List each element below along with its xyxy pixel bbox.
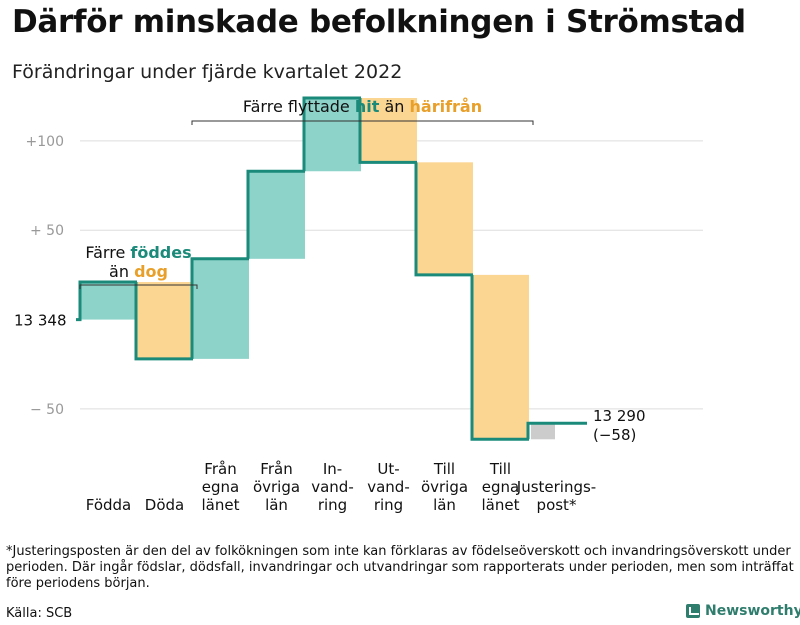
start-value-label: 13 348 — [14, 312, 67, 330]
gridlines — [80, 140, 703, 410]
annotation-text-span: hit — [355, 97, 380, 116]
category-label: Från — [204, 460, 236, 478]
waterfall-bar — [80, 282, 137, 320]
footnote: *Justeringsposten är den del av folkökni… — [6, 544, 794, 591]
running-total-line — [76, 96, 587, 441]
annotation-text-span: dog — [134, 262, 168, 281]
category-label: övriga — [253, 478, 300, 496]
category-label: Till — [433, 460, 455, 478]
category-label: post* — [537, 496, 577, 514]
waterfall-bar — [192, 258, 249, 359]
category-label: län — [433, 496, 456, 514]
category-label: Justerings- — [516, 478, 596, 496]
waterfall-bar — [416, 162, 473, 275]
end-change-label: (−58) — [593, 426, 636, 444]
waterfall-bar — [248, 171, 305, 259]
chart-title: Därför minskade befolkningen i Strömstad — [12, 4, 746, 40]
newsworthy-logo[interactable]: Newsworthy — [686, 603, 800, 619]
category-label: Ut- — [377, 460, 399, 478]
annotation-bracket — [79, 284, 198, 289]
waterfall-bar — [304, 98, 361, 172]
y-tick-label: − 50 — [30, 402, 64, 418]
annotation-text-span: föddes — [130, 243, 191, 262]
y-tick-label: +100 — [26, 134, 64, 150]
category-label: egna — [202, 478, 239, 496]
category-label: övriga — [421, 478, 468, 496]
end-value-label: 13 290 — [593, 407, 646, 425]
y-tick-label: + 50 — [30, 223, 64, 239]
category-label: In- — [323, 460, 342, 478]
category-label: vand- — [311, 478, 354, 496]
category-label: län — [265, 496, 288, 514]
waterfall-bar — [531, 423, 555, 440]
chart-subtitle: Förändringar under fjärde kvartalet 2022 — [12, 61, 403, 83]
source-text: Källa: SCB — [6, 606, 73, 621]
brand-name: Newsworthy — [705, 603, 800, 619]
category-label: vand- — [367, 478, 410, 496]
running-total-path — [76, 96, 587, 441]
category-label: egna — [482, 478, 519, 496]
waterfall-bar — [360, 98, 417, 163]
category-label: ring — [318, 496, 347, 514]
category-label: länet — [482, 496, 520, 514]
newsworthy-chart-icon — [686, 604, 700, 618]
annotation-text-span: härifrån — [410, 97, 483, 116]
annotation-bracket — [191, 120, 534, 125]
category-label: ring — [374, 496, 403, 514]
waterfall-bar — [136, 282, 193, 359]
annotation-text: Färre flyttade hit än härifrån — [243, 97, 482, 116]
waterfall-bar — [472, 274, 529, 440]
bars — [80, 98, 555, 440]
annotation-text: än dog — [109, 262, 168, 281]
annotation-text-span: Färre flyttade — [243, 97, 355, 116]
annotation-text: Färre föddes — [85, 243, 191, 262]
category-label: Döda — [145, 496, 184, 514]
annotation-text-span: än — [109, 262, 134, 281]
category-label: Till — [489, 460, 511, 478]
category-label: Från — [260, 460, 292, 478]
category-label: Födda — [86, 496, 132, 514]
annotation-text-span: Färre — [85, 243, 130, 262]
annotation-text-span: än — [379, 97, 409, 116]
category-label: länet — [202, 496, 240, 514]
